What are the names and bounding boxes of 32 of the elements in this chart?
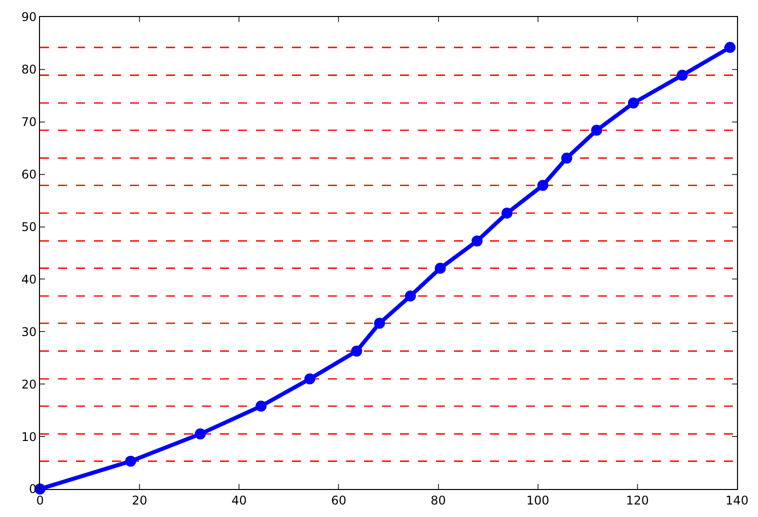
y-tick-label: 20 (21, 377, 37, 392)
point (561, 152, 572, 164)
x-tick-label: 140 (726, 493, 748, 508)
point (304, 373, 316, 384)
x-tick-label: 120 (626, 493, 649, 508)
y-tick-label: 90 (21, 10, 37, 24)
x-tick-label: 100 (526, 493, 550, 508)
y-tick-label: 70 (21, 115, 37, 130)
x-tick-label: 60 (331, 493, 346, 508)
point (628, 98, 639, 109)
y-tick-label: 50 (21, 220, 37, 234)
y-tick-label: 60 (21, 168, 37, 182)
point (404, 290, 416, 302)
point (256, 400, 267, 412)
y-tick-label: 80 (21, 62, 37, 77)
x-tick-label: 80 (430, 493, 446, 508)
y-tick-label: 40 (21, 272, 37, 286)
point (724, 42, 736, 53)
point (537, 180, 548, 191)
y-tick-label: 10 (21, 430, 37, 444)
x-tick-label: 20 (132, 493, 148, 508)
point (351, 346, 362, 357)
point (434, 262, 446, 274)
point (472, 235, 483, 246)
point (374, 318, 386, 329)
point (591, 124, 602, 136)
x-tick-label: 40 (232, 493, 247, 508)
point (501, 208, 512, 219)
point (676, 70, 688, 81)
point (125, 456, 136, 467)
y-tick-label: 30 (21, 324, 37, 339)
point (194, 428, 206, 440)
